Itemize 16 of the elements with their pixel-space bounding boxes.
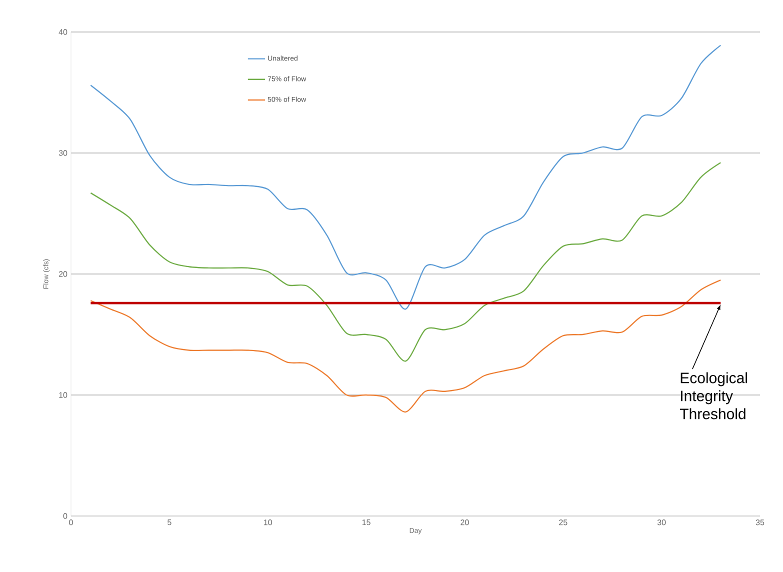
line-series: [90, 162, 722, 362]
x-tick-label: 35: [756, 520, 764, 526]
x-tick-label: 15: [362, 520, 370, 526]
x-tick-label: 10: [264, 520, 272, 526]
x-tick-label: 0: [69, 520, 73, 526]
x-tick-label: 5: [168, 520, 172, 526]
y-tick-label: 20: [58, 271, 68, 277]
ref-line-label: Ecological Integrity Threshold: [680, 372, 747, 420]
y-tick-label: 30: [58, 150, 68, 156]
y-tick-label: 0: [63, 513, 68, 519]
x-tick-label: 25: [559, 520, 568, 526]
line-series: [90, 44, 722, 310]
x-tick-label: 20: [460, 520, 469, 526]
y-tick-label: 10: [59, 392, 68, 398]
x-tick-label: 30: [657, 520, 666, 526]
y-tick-label: 40: [58, 29, 68, 35]
